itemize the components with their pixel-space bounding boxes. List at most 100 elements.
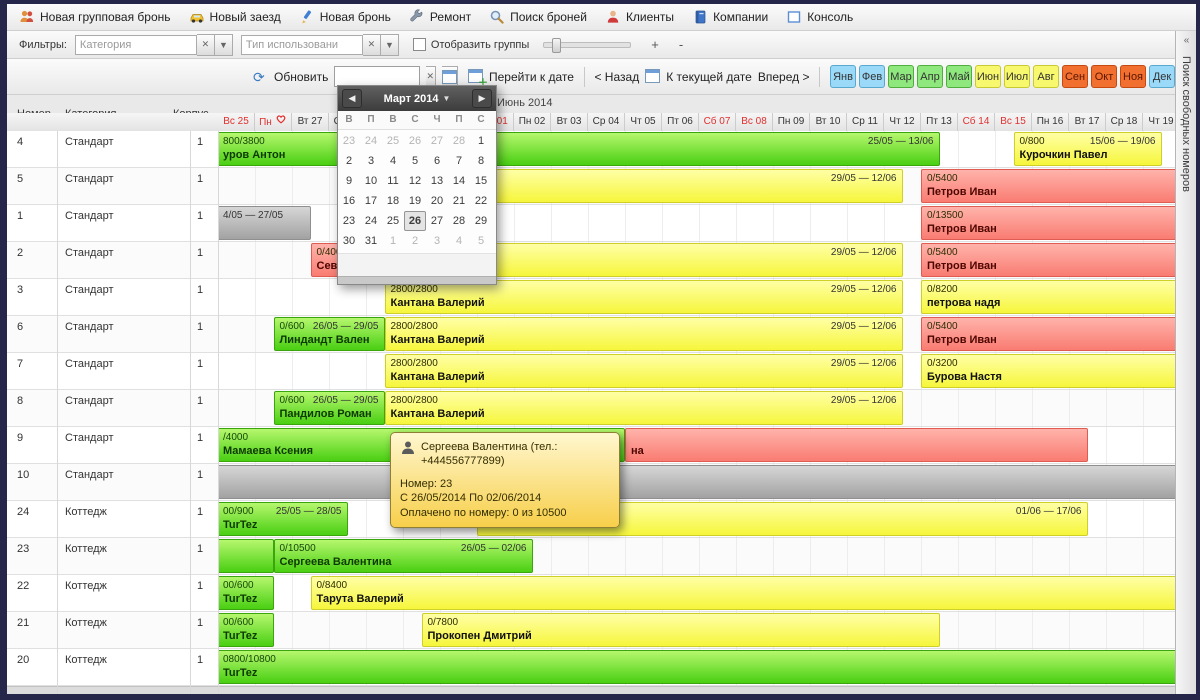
- category-dropdown-icon[interactable]: ▼: [214, 33, 233, 56]
- calendar-day[interactable]: 24: [364, 135, 378, 147]
- calendar-day[interactable]: 4: [455, 235, 463, 247]
- booking-bar[interactable]: 00/900 25/05 — 28/05 TurTez: [218, 502, 348, 536]
- row-timeline[interactable]: 00/600 TurTez 0/8400 Тарута Валерий: [218, 575, 1175, 611]
- date-header-cell[interactable]: Сб 07: [699, 113, 736, 131]
- row-timeline[interactable]: [218, 464, 1175, 500]
- row-timeline[interactable]: 00/600 TurTez 0/7800 Прокопен Дмитрий: [218, 612, 1175, 648]
- category-clear-icon[interactable]: ✕: [196, 33, 215, 56]
- calendar-day[interactable]: 3: [367, 155, 375, 167]
- date-header-cell[interactable]: Сб 14: [958, 113, 995, 131]
- calendar-day[interactable]: 22: [474, 195, 488, 207]
- calendar-day[interactable]: 1: [477, 135, 485, 147]
- calendar-day[interactable]: 4: [389, 155, 397, 167]
- calendar-day[interactable]: 14: [452, 175, 466, 187]
- collapse-icon[interactable]: «: [1183, 35, 1190, 46]
- booking-bar[interactable]: 0800/10800 TurTez: [218, 650, 1175, 684]
- month-button-июн[interactable]: Июн: [975, 65, 1002, 88]
- calendar-day[interactable]: 19: [408, 195, 422, 207]
- console-button[interactable]: Консоль: [786, 9, 853, 25]
- calendar-prev-icon[interactable]: ◀: [342, 89, 362, 108]
- booking-bar[interactable]: 0/5400 Петров Иван: [921, 243, 1175, 277]
- zoom-in-button[interactable]: +: [651, 37, 659, 52]
- refresh-button[interactable]: ⟳ Обновить: [253, 68, 329, 85]
- usage-type-filter-value[interactable]: Тип использовани: [240, 34, 363, 55]
- date-header-cell[interactable]: Пт 06: [662, 113, 699, 131]
- date-header-cell[interactable]: Пн 09: [773, 113, 810, 131]
- month-button-апр[interactable]: Апр: [917, 65, 944, 88]
- calendar-day[interactable]: 25: [386, 215, 400, 227]
- date-clear-icon[interactable]: ✕: [425, 66, 436, 87]
- calendar-day[interactable]: 11: [387, 175, 399, 187]
- calendar-day[interactable]: 24: [364, 215, 378, 227]
- booking-bar[interactable]: 2800/2800 29/05 — 12/06 Кантана Валерий: [384, 391, 903, 425]
- calendar-day[interactable]: 13: [430, 175, 444, 187]
- date-input[interactable]: [334, 66, 420, 87]
- row-timeline[interactable]: 0/10500 26/05 — 02/06 Сергеева Валентина: [218, 538, 1175, 574]
- calendar-day[interactable]: 26: [404, 211, 426, 231]
- row-timeline[interactable]: 00/900 25/05 — 28/05 TurTez 01/06 — 17/06: [218, 501, 1175, 537]
- booking-bar[interactable]: 0/10500 26/05 — 02/06 Сергеева Валентина: [273, 539, 533, 573]
- calendar-day[interactable]: 2: [345, 155, 353, 167]
- goto-date-button[interactable]: ＋ Перейти к дате: [467, 68, 574, 89]
- calendar-day[interactable]: 31: [364, 235, 378, 247]
- booking-bar[interactable]: 0/3200 Бурова Настя: [921, 354, 1175, 388]
- booking-bar[interactable]: 0/8200 петрова надя: [921, 280, 1175, 314]
- booking-bar[interactable]: 0/5400 Петров Иван: [921, 317, 1175, 351]
- calendar-day[interactable]: 1: [389, 235, 397, 247]
- calendar-day[interactable]: 25: [386, 135, 400, 147]
- month-button-мар[interactable]: Мар: [888, 65, 915, 88]
- booking-bar[interactable]: на: [625, 428, 1088, 462]
- new-group-booking-button[interactable]: Новая групповая бронь: [19, 9, 171, 25]
- month-button-авг[interactable]: Авг: [1033, 65, 1060, 88]
- calendar-day[interactable]: 6: [433, 155, 441, 167]
- calendar-day[interactable]: 12: [408, 175, 422, 187]
- row-timeline[interactable]: 0/600 26/05 — 29/05 Линдандт Вален 2800/280…: [218, 316, 1175, 352]
- zoom-slider-handle[interactable]: [552, 37, 562, 53]
- calendar-day[interactable]: 27: [430, 215, 444, 227]
- date-header-cell[interactable]: Ср 11: [847, 113, 884, 131]
- booking-bar[interactable]: 0/8400 Тарута Валерий: [310, 576, 1175, 610]
- calendar-day[interactable]: 16: [342, 195, 356, 207]
- calendar-day[interactable]: 21: [452, 195, 466, 207]
- month-button-янв[interactable]: Янв: [830, 65, 857, 88]
- month-button-ноя[interactable]: Ноя: [1120, 65, 1147, 88]
- booking-bar[interactable]: 800/3800 25/05 — 13/06 уров Антон: [218, 132, 940, 166]
- free-rooms-sidebar[interactable]: « Поиск свободных номеров: [1175, 31, 1196, 694]
- repair-button[interactable]: Ремонт: [409, 9, 471, 25]
- usage-dropdown-icon[interactable]: ▼: [380, 33, 399, 56]
- month-button-дек[interactable]: Дек: [1149, 65, 1176, 88]
- zoom-out-button[interactable]: -: [678, 37, 684, 52]
- date-header-cell[interactable]: Ср 04: [588, 113, 625, 131]
- horizontal-scrollbar[interactable]: [7, 686, 1175, 694]
- row-timeline[interactable]: /4000 Мамаева Ксения на: [218, 427, 1175, 463]
- booking-bar[interactable]: 0/800 15/06 — 19/06 Курочкин Павел: [1013, 132, 1162, 166]
- booking-bar[interactable]: 0/13500 Петров Иван: [921, 206, 1175, 240]
- date-picker-icon[interactable]: [441, 66, 458, 87]
- date-header-cell[interactable]: Чт 05: [625, 113, 662, 131]
- category-filter[interactable]: Категория ✕ ▼: [74, 33, 233, 56]
- booking-bar[interactable]: 4/05 — 27/05: [218, 206, 311, 240]
- calendar-day[interactable]: 2: [411, 235, 419, 247]
- calendar-day[interactable]: 27: [430, 135, 444, 147]
- booking-bar[interactable]: 2800/2800 29/05 — 12/06 Кантана Валерий: [384, 354, 903, 388]
- booking-bar[interactable]: 00/600 TurTez: [218, 613, 274, 647]
- back-button[interactable]: < Назад: [594, 69, 640, 84]
- companies-button[interactable]: Компании: [692, 9, 768, 25]
- date-header-cell[interactable]: Чт 12: [884, 113, 921, 131]
- category-filter-value[interactable]: Категория: [74, 34, 197, 55]
- booking-bar[interactable]: 0/7800 Прокопен Дмитрий: [421, 613, 940, 647]
- forward-button[interactable]: Вперед >: [757, 69, 810, 84]
- booking-bar[interactable]: [218, 465, 1175, 499]
- row-timeline[interactable]: 0/600 26/05 — 29/05 Пандилов Роман 2800/280…: [218, 390, 1175, 426]
- calendar-day[interactable]: 17: [364, 195, 378, 207]
- row-timeline[interactable]: 2800/2800 29/05 — 12/06 Кантана Валерий 0/3…: [218, 353, 1175, 389]
- today-button[interactable]: К текущей дате: [645, 68, 752, 85]
- month-button-окт[interactable]: Окт: [1091, 65, 1118, 88]
- calendar-day[interactable]: 28: [452, 215, 466, 227]
- booking-bar[interactable]: 0/600 26/05 — 29/05 Пандилов Роман: [273, 391, 385, 425]
- search-bookings-button[interactable]: Поиск броней: [489, 9, 587, 25]
- booking-bar[interactable]: 0/600 26/05 — 29/05 Линдандт Вален: [273, 317, 385, 351]
- date-header-cell[interactable]: Вт 10: [810, 113, 847, 131]
- calendar-day[interactable]: 18: [386, 195, 400, 207]
- date-header-cell[interactable]: Вс 25: [218, 113, 255, 131]
